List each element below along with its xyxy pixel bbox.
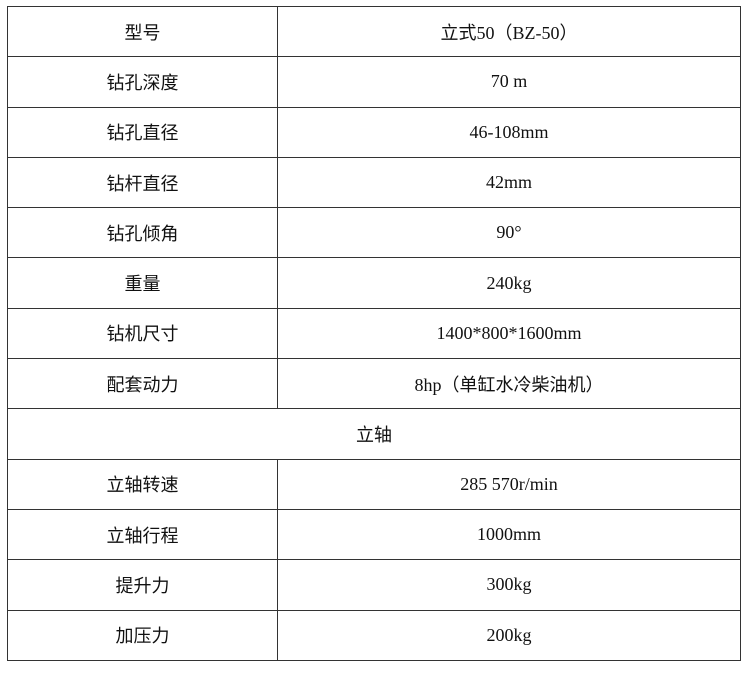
spec-label: 钻机尺寸	[7, 307, 278, 360]
spec-label: 钻孔倾角	[7, 207, 278, 259]
table-row: 钻孔直径 46-108mm	[7, 106, 741, 158]
spec-label: 配套动力	[7, 358, 278, 410]
spec-value: 立式50（BZ-50）	[277, 5, 741, 58]
spec-label: 钻孔深度	[7, 56, 278, 108]
spec-label: 立轴转速	[7, 458, 278, 510]
spec-value: 300kg	[277, 559, 741, 611]
section-header: 立轴	[7, 408, 741, 460]
spec-value: 70 m	[277, 56, 741, 108]
spec-value: 285 570r/min	[277, 458, 741, 510]
table-row: 立轴行程 1000mm	[7, 508, 741, 561]
table-row: 立轴转速 285 570r/min	[7, 458, 741, 510]
spec-value: 42mm	[277, 156, 741, 209]
spec-label: 重量	[7, 257, 278, 309]
spec-label: 提升力	[7, 559, 278, 611]
spec-label: 加压力	[7, 609, 278, 661]
spec-value: 240kg	[277, 257, 741, 309]
spec-label: 立轴行程	[7, 508, 278, 561]
table-row: 型号 立式50（BZ-50）	[7, 5, 741, 58]
table-row: 配套动力 8hp（单缸水冷柴油机）	[7, 358, 741, 410]
spec-value: 200kg	[277, 609, 741, 661]
spec-value: 46-108mm	[277, 106, 741, 158]
table-row: 钻孔倾角 90°	[7, 207, 741, 259]
table-row: 重量 240kg	[7, 257, 741, 309]
spec-value: 1400*800*1600mm	[277, 307, 741, 360]
spec-label: 钻杆直径	[7, 156, 278, 209]
spec-label: 钻孔直径	[7, 106, 278, 158]
table-row: 钻孔深度 70 m	[7, 56, 741, 108]
table-row: 提升力 300kg	[7, 559, 741, 611]
spec-value: 8hp（单缸水冷柴油机）	[277, 358, 741, 410]
table-row: 加压力 200kg	[7, 609, 741, 661]
spec-label: 型号	[7, 5, 278, 58]
spec-table: 型号 立式50（BZ-50） 钻孔深度 70 m 钻孔直径 46-108mm 钻杆直径 42m…	[7, 5, 741, 661]
spec-value: 90°	[277, 207, 741, 259]
section-row: 立轴	[7, 408, 741, 460]
table-row: 钻杆直径 42mm	[7, 156, 741, 209]
spec-value: 1000mm	[277, 508, 741, 561]
table-row: 钻机尺寸 1400*800*1600mm	[7, 307, 741, 360]
